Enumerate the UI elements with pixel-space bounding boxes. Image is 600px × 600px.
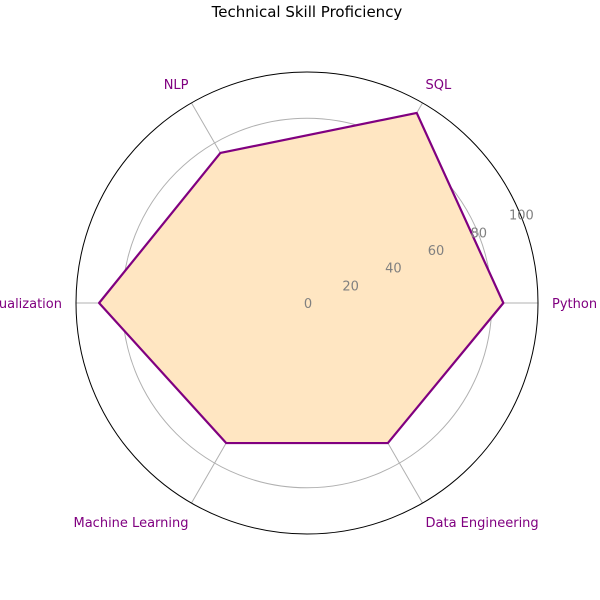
chart-title: Technical Skill Proficiency: [211, 3, 403, 21]
category-label: Data Engineering: [426, 516, 539, 531]
r-tick-label: 20: [342, 279, 359, 294]
category-label: Python: [552, 297, 597, 312]
category-label: NLP: [164, 78, 189, 93]
r-tick-label: 0: [304, 297, 312, 312]
r-tick-label: 100: [509, 209, 534, 224]
series-line: [97, 111, 505, 445]
r-tick-label: 40: [385, 262, 402, 277]
label-layer: 0 20 40 60 80 100 Python SQL NLP Data Visualizati…: [0, 78, 597, 531]
category-label: Data Visualization: [0, 297, 62, 312]
category-label: SQL: [426, 78, 452, 93]
series-area: [99, 112, 504, 444]
category-label: Machine Learning: [74, 516, 189, 531]
outer-frame: [75, 71, 539, 535]
r-tick-label: 60: [428, 244, 445, 259]
r-tick-label: 80: [470, 226, 487, 241]
data-layer: [97, 111, 505, 445]
